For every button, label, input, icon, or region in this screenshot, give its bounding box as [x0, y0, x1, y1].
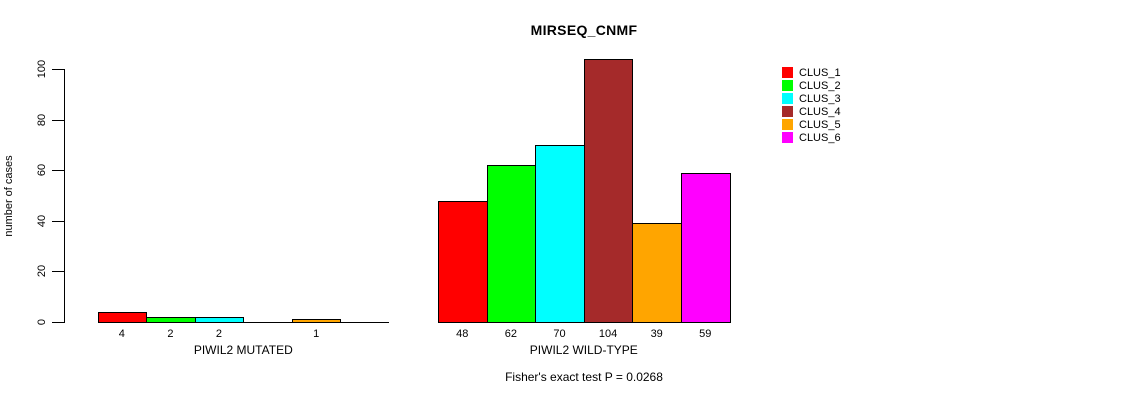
legend: CLUS_1 CLUS_2 CLUS_3 CLUS_4 CLUS_5 CLUS_6 — [782, 66, 841, 144]
legend-item: CLUS_4 — [782, 105, 841, 118]
bar-value-label: 104 — [598, 328, 618, 340]
y-tick — [52, 119, 64, 121]
legend-item: CLUS_6 — [782, 131, 841, 144]
group-label: PIWIL2 MUTATED — [193, 343, 293, 357]
legend-label: CLUS_2 — [799, 79, 841, 92]
bar-CLUS_5 — [632, 223, 682, 323]
y-tick — [52, 271, 64, 273]
legend-label: CLUS_6 — [799, 131, 841, 144]
legend-swatch — [782, 106, 793, 117]
legend-label: CLUS_3 — [799, 92, 841, 105]
bar-CLUS_4 — [583, 59, 634, 323]
y-tick — [52, 220, 64, 222]
legend-label: CLUS_5 — [799, 118, 841, 131]
bar-CLUS_1 — [438, 201, 488, 323]
group-label: PIWIL2 WILD-TYPE — [529, 343, 638, 357]
bar-CLUS_2 — [146, 317, 196, 323]
y-axis-title: number of cases — [3, 155, 15, 237]
legend-item: CLUS_5 — [782, 118, 841, 131]
legend-label: CLUS_1 — [799, 66, 841, 79]
legend-item: CLUS_1 — [782, 66, 841, 79]
y-tick — [52, 69, 64, 70]
legend-swatch — [782, 67, 793, 78]
legend-swatch — [782, 119, 793, 130]
legend-item: CLUS_2 — [782, 79, 841, 92]
y-tick-label: 40 — [36, 214, 48, 227]
bar-value-label: 4 — [118, 328, 125, 340]
legend-swatch — [782, 80, 793, 91]
bar-value-label: 2 — [167, 328, 174, 340]
bar-value-label: 48 — [456, 328, 469, 340]
bar-value-label: 1 — [313, 328, 320, 340]
bar-CLUS_3 — [535, 145, 585, 323]
bar-value-label: 70 — [553, 328, 566, 340]
y-tick-label: 0 — [36, 318, 48, 326]
y-tick-label: 100 — [36, 59, 48, 79]
fisher-note: Fisher's exact test P = 0.0268 — [505, 370, 663, 384]
bar-value-label: 62 — [504, 328, 518, 340]
y-tick — [52, 170, 64, 172]
legend-swatch — [782, 93, 793, 104]
bar-value-label: 59 — [699, 328, 712, 340]
chart-title: MIRSEQ_CNMF — [530, 22, 638, 38]
legend-item: CLUS_3 — [782, 92, 841, 105]
bar-value-label: 2 — [215, 328, 223, 340]
y-axis-line — [64, 69, 65, 323]
y-tick-label: 80 — [36, 113, 48, 126]
bar-CLUS_2 — [486, 165, 537, 323]
y-tick-label: 20 — [36, 265, 48, 278]
bar-CLUS_3 — [194, 317, 245, 323]
bar-value-label: 39 — [650, 328, 663, 340]
y-tick-label: 60 — [36, 164, 48, 177]
bar-CLUS_6 — [681, 173, 731, 323]
bar-CLUS_1 — [97, 312, 148, 323]
legend-swatch — [782, 132, 793, 143]
legend-label: CLUS_4 — [799, 105, 841, 118]
y-tick — [52, 322, 64, 323]
bar-CLUS_5 — [291, 319, 342, 323]
